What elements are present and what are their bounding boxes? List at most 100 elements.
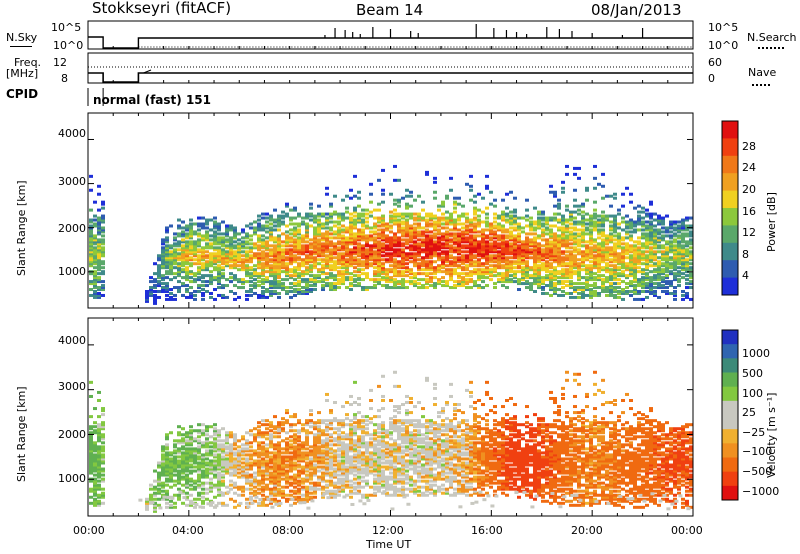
power-cell [469,174,473,178]
power-cell [489,254,493,258]
velocity-cell [469,431,473,435]
power-cell [301,216,305,220]
velocity-cell [485,427,489,431]
velocity-cell [257,487,261,491]
velocity-cell [265,459,269,463]
velocity-cell [245,479,249,483]
power-cell [201,266,205,270]
power-cell [181,252,185,256]
power-cell [169,268,173,272]
power-cell [301,290,305,293]
power-cell [93,286,97,290]
velocity-cell [297,481,301,485]
power-cell [309,268,313,272]
velocity-cell [309,495,313,499]
velocity-cell [297,437,301,441]
velocity-cell [261,423,265,427]
velocity-cell [349,439,353,443]
power-cell [389,216,393,220]
power-cell [485,244,489,248]
power-cell [369,230,373,234]
velocity-cell [273,465,277,469]
power-cell [345,258,349,262]
velocity-cell [429,431,433,435]
power-cell [237,246,241,250]
velocity-cell [433,423,437,427]
velocity-cell [413,487,417,491]
velocity-cell [349,419,353,423]
velocity-cell [417,401,421,405]
power-cell [437,280,441,284]
velocity-cell [477,427,481,431]
power-cell [349,252,353,256]
velocity-cell [249,445,253,449]
velocity-cbar-tick-1000: 1000 [742,347,770,360]
velocity-cell [241,461,245,465]
velocity-cell [173,505,177,509]
power-cell [173,242,177,246]
velocity-cell [97,453,101,457]
power-cell [277,246,281,250]
power-cell [289,240,293,244]
velocity-cell [473,491,477,495]
power-cell [325,222,329,226]
power-cell [473,244,477,248]
power-cell [345,270,349,274]
power-cell [465,236,469,240]
freq-glitch [143,69,152,74]
velocity-cell [285,455,289,459]
power-cell [345,236,349,240]
velocity-cell [309,453,313,457]
power-cell [265,288,269,292]
power-cell [425,274,429,278]
velocity-cell [269,489,273,493]
velocity-cell [485,449,489,453]
power-cell [349,228,353,232]
velocity-cell [277,421,281,425]
power-cell [301,252,305,256]
power-cell [477,284,481,288]
power-cell [461,272,465,276]
power-cell [289,270,293,274]
velocity-cell [317,481,321,485]
power-cell [317,270,321,274]
velocity-cell [481,455,485,459]
velocity-cell [301,451,305,455]
velocity-cell [165,437,169,441]
power-cell [429,252,433,256]
power-cell [229,264,233,268]
velocity-cell [401,457,405,461]
velocity-cell [405,433,409,437]
power-cell [449,286,453,290]
power-cell [293,293,297,297]
velocity-cell [433,382,437,386]
velocity-cell [289,475,293,479]
power-cell [441,232,445,236]
velocity-cell [381,461,385,465]
power-cell [233,252,237,256]
power-cell [181,246,185,250]
power-cell [221,252,225,256]
velocity-cell [481,435,485,439]
velocity-cell [249,463,253,467]
velocity-cell [337,439,341,443]
power-cell [301,244,305,248]
power-cell [417,250,421,254]
power-cell [469,264,473,268]
velocity-cell [165,483,169,487]
power-cell [297,264,301,268]
power-cell [245,293,249,297]
velocity-cell [357,421,361,425]
velocity-cell [393,477,397,481]
velocity-cell [417,473,421,477]
power-cell [317,212,321,216]
power-cell [257,256,261,260]
power-cell [325,192,329,196]
power-cell [425,234,429,238]
velocity-cell [481,475,485,479]
power-cell [165,258,169,262]
power-cell [465,216,469,220]
power-cell [221,220,225,224]
velocity-cell [317,487,321,491]
velocity-cell [481,471,485,475]
